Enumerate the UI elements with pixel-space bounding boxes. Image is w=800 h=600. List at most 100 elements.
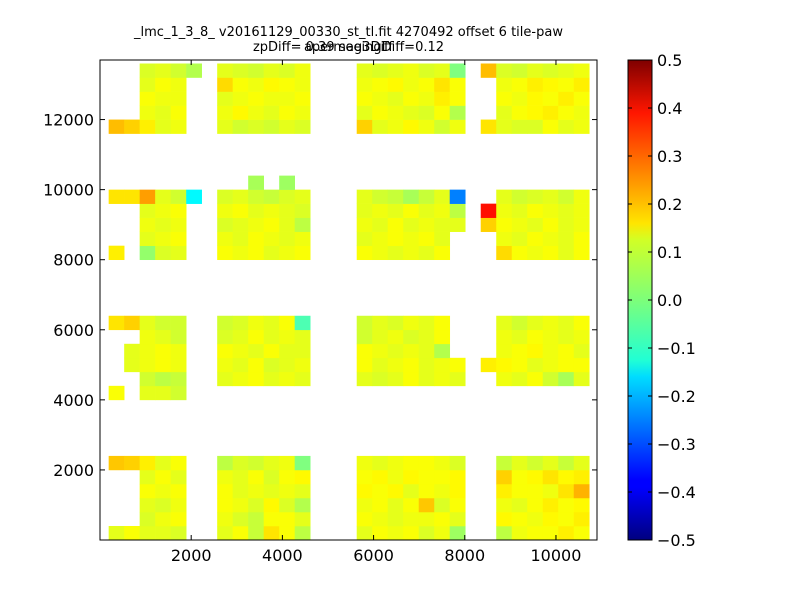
colorbar-tick-label: −0.1	[657, 339, 696, 358]
heatmap-cell	[542, 357, 559, 373]
heatmap-cell	[232, 63, 249, 78]
heatmap-cell	[279, 63, 295, 78]
heatmap-cell	[511, 511, 528, 527]
heatmap-cell	[558, 63, 575, 78]
colorbar-tick-label: 0.0	[657, 291, 682, 310]
heatmap-cell	[387, 119, 404, 134]
heatmap-cell	[294, 189, 311, 204]
heatmap-cell	[434, 245, 451, 261]
chart-title: _lmc_1_3_8_ v20161129_00330_st_tl.fit 42…	[134, 25, 563, 55]
heatmap-cell	[496, 483, 513, 499]
heatmap-cell	[496, 371, 513, 387]
heatmap-cell	[434, 217, 451, 232]
heatmap-cell	[558, 119, 575, 134]
heatmap-cell	[263, 231, 280, 246]
heatmap-cell	[542, 329, 559, 345]
heatmap-cell	[170, 315, 187, 331]
heatmap-cell	[279, 497, 295, 513]
heatmap-cell	[217, 483, 233, 499]
heatmap-cell	[372, 469, 389, 485]
heatmap-cell	[124, 315, 140, 331]
heatmap-cell	[279, 245, 295, 261]
heatmap-cell	[356, 455, 373, 471]
heatmap-cell	[542, 469, 559, 485]
heatmap-cell	[248, 343, 264, 359]
heatmap-cell	[511, 357, 528, 373]
heatmap-cell	[232, 245, 249, 261]
heatmap-cell	[263, 371, 280, 387]
heatmap-cell	[418, 77, 435, 92]
heatmap-cell	[155, 105, 171, 120]
heatmap-cell	[263, 525, 280, 541]
heatmap-cell	[155, 231, 171, 246]
heatmap-cell	[263, 455, 280, 471]
heatmap-cell	[496, 105, 513, 120]
heatmap-cell	[449, 217, 466, 232]
heatmap-cell	[496, 525, 513, 541]
heatmap-cell	[573, 189, 590, 204]
heatmap-cell	[124, 525, 140, 541]
heatmap-cell	[434, 343, 451, 359]
heatmap-cell	[449, 371, 466, 387]
heatmap-cell	[139, 63, 156, 78]
heatmap-cell	[294, 343, 311, 359]
heatmap-cell	[558, 231, 575, 246]
heatmap-cell	[108, 119, 125, 134]
heatmap-cell	[232, 469, 249, 485]
heatmap-cell	[418, 91, 435, 106]
heatmap-cell	[480, 357, 497, 373]
heatmap-cell	[155, 511, 171, 527]
heatmap-cell	[232, 77, 249, 92]
heatmap-cell	[527, 119, 544, 134]
heatmap-cell	[511, 469, 528, 485]
heatmap-cell	[356, 511, 373, 527]
heatmap-cell	[232, 217, 249, 232]
heatmap-cell	[449, 189, 466, 204]
colorbar-tick-label: −0.4	[657, 483, 696, 502]
heatmap-cell	[108, 455, 125, 471]
heatmap-cell	[124, 357, 140, 373]
colorbar-tick-label: 0.4	[657, 99, 682, 118]
heatmap-cell	[232, 511, 249, 527]
heatmap-cell	[217, 231, 233, 246]
heatmap-cell	[124, 343, 140, 359]
heatmap-cell	[418, 245, 435, 261]
heatmap-cell	[480, 119, 497, 134]
heatmap-cell	[232, 105, 249, 120]
heatmap-cell	[558, 203, 575, 218]
colorbar-tick-label: 0.5	[657, 51, 682, 70]
heatmap-cell	[434, 469, 451, 485]
heatmap-cell	[449, 497, 466, 513]
heatmap-cell	[356, 245, 373, 261]
heatmap-cell	[496, 343, 513, 359]
heatmap-cell	[356, 497, 373, 513]
heatmap-cell	[418, 315, 435, 331]
heatmap-cell	[558, 217, 575, 232]
heatmap-cell	[356, 371, 373, 387]
heatmap-cell	[403, 511, 420, 527]
heatmap-cell	[279, 343, 295, 359]
heatmap-cell	[527, 231, 544, 246]
heatmap-cell	[527, 217, 544, 232]
heatmap-cell	[403, 469, 420, 485]
heatmap-cell	[356, 231, 373, 246]
heatmap-cell	[527, 343, 544, 359]
heatmap-cell	[232, 119, 249, 134]
heatmap-cell	[542, 343, 559, 359]
heatmap-cell	[279, 189, 295, 204]
heatmap-cell	[573, 77, 590, 92]
heatmap-cell	[170, 371, 187, 387]
x-tick-label: 10000	[531, 546, 582, 565]
colorbar-tick-label: −0.5	[657, 531, 696, 550]
heatmap-cell	[558, 189, 575, 204]
heatmap-cell	[372, 189, 389, 204]
heatmap-cell	[263, 483, 280, 499]
heatmap-cell	[511, 525, 528, 541]
heatmap-cell	[248, 119, 264, 134]
heatmap-cell	[480, 217, 497, 232]
heatmap-cell	[279, 119, 295, 134]
heatmap-cell	[372, 357, 389, 373]
heatmap-cell	[170, 329, 187, 345]
heatmap-cell	[279, 203, 295, 218]
